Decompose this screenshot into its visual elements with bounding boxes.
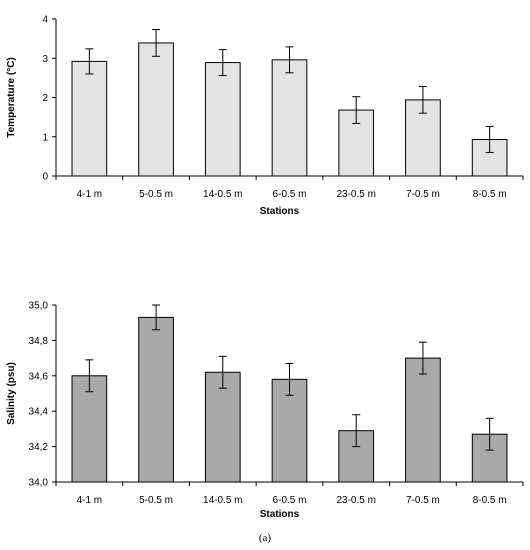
temperature-y-tick-label: 2: [42, 93, 48, 104]
temperature-y-tick-label: 1: [42, 132, 48, 143]
temperature-category-label: 4-1 m: [77, 189, 103, 200]
temperature-bar: [271, 59, 308, 177]
temperature-bar: [71, 60, 108, 177]
temperature-y-tick-label: 4: [42, 15, 48, 26]
temperature-category-label: 14-0.5 m: [203, 189, 242, 200]
salinity-bar: [204, 371, 241, 483]
temperature-y-tick-label: 3: [42, 54, 48, 65]
salinity-category-label: 14-0.5 m: [203, 495, 242, 506]
temperature-category-label: 6-0.5 m: [273, 189, 307, 200]
salinity-category-label: 5-0.5 m: [139, 495, 173, 506]
salinity-chart: 34,0 34,2 34,4 34,6 34,8 35,0 4-1 m 5-0.5 m 14-0…: [6, 301, 524, 520]
salinity-y-tick-label: 34,6: [29, 371, 49, 382]
salinity-category-label: 4-1 m: [77, 495, 103, 506]
salinity-y-tick-label: 34,8: [29, 336, 49, 347]
salinity-x-axis-title: Stations: [260, 509, 300, 520]
temperature-category-label: 23-0.5 m: [336, 189, 375, 200]
salinity-category-label: 8-0.5 m: [473, 495, 507, 506]
salinity-y-tick-label: 34,4: [29, 407, 49, 418]
salinity-y-tick-label: 34,0: [29, 478, 49, 489]
salinity-y-axis-title: Salinity (psu): [6, 362, 17, 425]
salinity-y-tick-label: 34,2: [29, 442, 49, 453]
salinity-bar: [138, 316, 174, 483]
salinity-bar: [405, 357, 441, 483]
temperature-bar: [138, 42, 174, 177]
temperature-y-tick-label: 0: [42, 172, 48, 183]
salinity-y-tick-label: 35,0: [29, 301, 49, 312]
temperature-category-label: 5-0.5 m: [139, 189, 173, 200]
temperature-category-label: 8-0.5 m: [473, 189, 507, 200]
salinity-category-label: 6-0.5 m: [273, 495, 307, 506]
temperature-bar: [204, 62, 241, 177]
salinity-bar: [71, 375, 108, 483]
temperature-category-label: 7-0.5 m: [406, 189, 440, 200]
salinity-bar: [271, 378, 308, 483]
salinity-category-label: 23-0.5 m: [336, 495, 375, 506]
salinity-category-label: 7-0.5 m: [406, 495, 440, 506]
temperature-y-axis-title: Temperature (°C): [6, 57, 17, 138]
temperature-chart: 0 1 2 3 4 4-1 m 5-0.5 m 14-0.5 m 6-0.5 m 23-0.5 m…: [6, 15, 524, 217]
figure-caption: (a): [259, 532, 272, 544]
temperature-x-axis-title: Stations: [260, 206, 300, 217]
